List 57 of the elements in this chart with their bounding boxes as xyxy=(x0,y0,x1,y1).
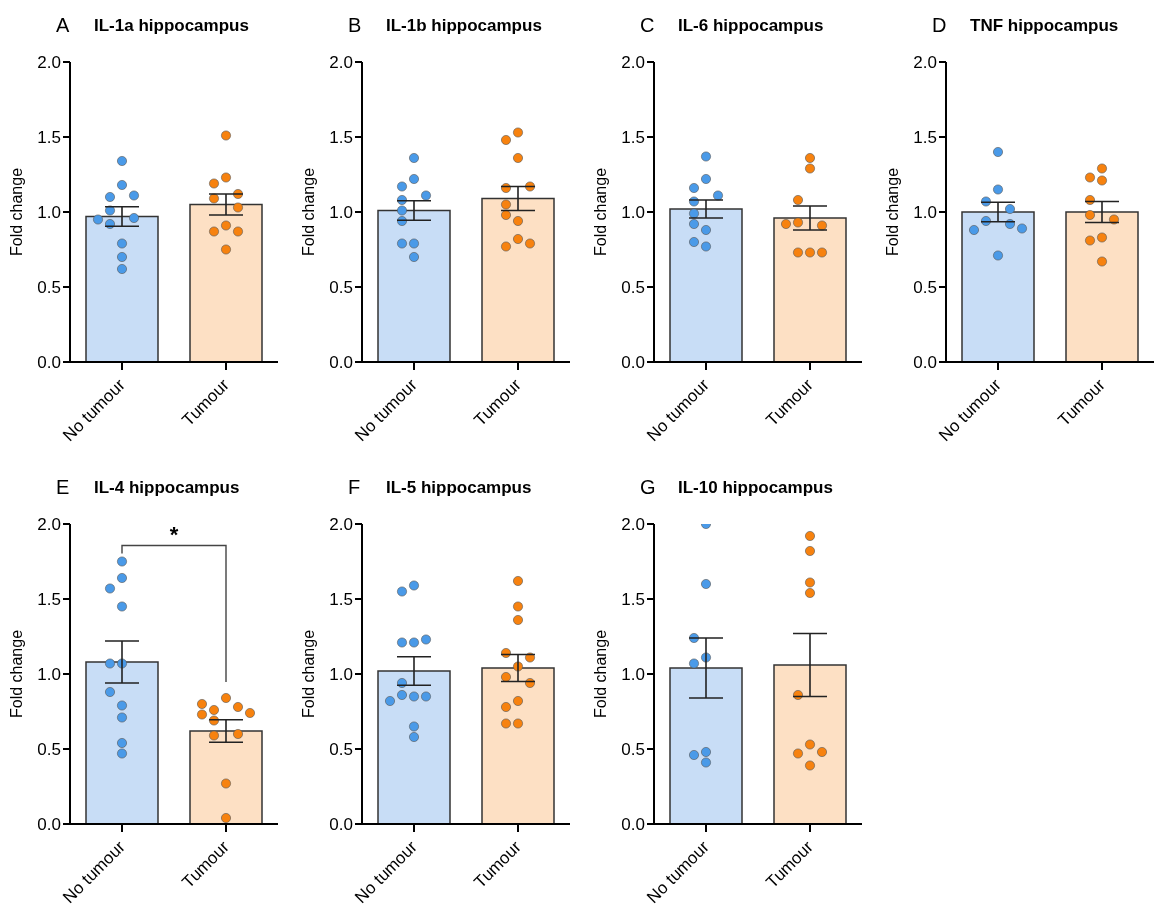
chart-title: IL-4 hippocampus xyxy=(94,478,240,498)
y-axis-title: Fold change xyxy=(8,167,25,257)
text: E xyxy=(56,476,70,499)
y-tick-label: 1.5 xyxy=(621,127,645,147)
chart-title: TNF hippocampus xyxy=(970,16,1119,36)
text: C xyxy=(640,14,655,37)
y-tick-label: 0.5 xyxy=(621,739,645,759)
y-tick-label: 2.0 xyxy=(37,514,61,534)
y-tick-label: 1.5 xyxy=(621,589,645,609)
y-tick-label: 2.0 xyxy=(621,52,645,72)
y-axis-title: Fold change xyxy=(8,629,25,719)
y-axis-title: Fold change xyxy=(300,167,317,257)
annotation: * xyxy=(169,521,179,547)
text: B xyxy=(348,14,362,37)
y-tick-label: 0.5 xyxy=(329,739,353,759)
y-tick-label: 1.0 xyxy=(329,202,353,222)
y-axis-title: Fold change xyxy=(592,629,609,719)
text: F xyxy=(348,476,361,499)
y-tick-label: 0.5 xyxy=(913,277,937,297)
y-tick-label: 0.0 xyxy=(37,352,61,372)
y-tick-label: 0.0 xyxy=(329,814,353,834)
y-tick-label: 2.0 xyxy=(329,514,353,534)
y-tick-label: 0.0 xyxy=(621,352,645,372)
y-tick-label: 0.5 xyxy=(37,277,61,297)
y-tick-label: 2.0 xyxy=(621,514,645,534)
y-tick-label: 1.0 xyxy=(329,664,353,684)
y-axis-title: Fold change xyxy=(592,167,609,257)
text: A xyxy=(56,14,70,37)
y-tick-label: 2.0 xyxy=(37,52,61,72)
y-tick-label: 1.5 xyxy=(329,127,353,147)
y-tick-label: 1.0 xyxy=(37,202,61,222)
chart-title: IL-1a hippocampus xyxy=(94,16,249,36)
y-tick-label: 1.5 xyxy=(37,589,61,609)
y-tick-label: 1.0 xyxy=(37,664,61,684)
y-tick-label: 1.0 xyxy=(621,664,645,684)
y-tick-label: 1.0 xyxy=(913,202,937,222)
text: G xyxy=(640,476,656,499)
y-axis-title: Fold change xyxy=(884,167,901,257)
y-tick-label: 1.5 xyxy=(913,127,937,147)
y-tick-label: 0.0 xyxy=(913,352,937,372)
y-tick-label: 0.5 xyxy=(621,277,645,297)
y-tick-label: 1.0 xyxy=(621,202,645,222)
y-tick-label: 2.0 xyxy=(913,52,937,72)
y-tick-label: 1.5 xyxy=(37,127,61,147)
y-tick-label: 2.0 xyxy=(329,52,353,72)
y-tick-label: 0.0 xyxy=(37,814,61,834)
y-tick-label: 1.5 xyxy=(329,589,353,609)
y-tick-label: 0.5 xyxy=(329,277,353,297)
text: D xyxy=(932,14,947,37)
chart-title: IL-5 hippocampus xyxy=(386,478,532,498)
chart-title: IL-6 hippocampus xyxy=(678,16,824,36)
y-tick-label: 0.0 xyxy=(621,814,645,834)
y-tick-label: 0.0 xyxy=(329,352,353,372)
chart-title: IL-10 hippocampus xyxy=(678,478,833,498)
chart-title: IL-1b hippocampus xyxy=(386,16,542,36)
y-tick-label: 0.5 xyxy=(37,739,61,759)
y-axis-title: Fold change xyxy=(300,629,317,719)
